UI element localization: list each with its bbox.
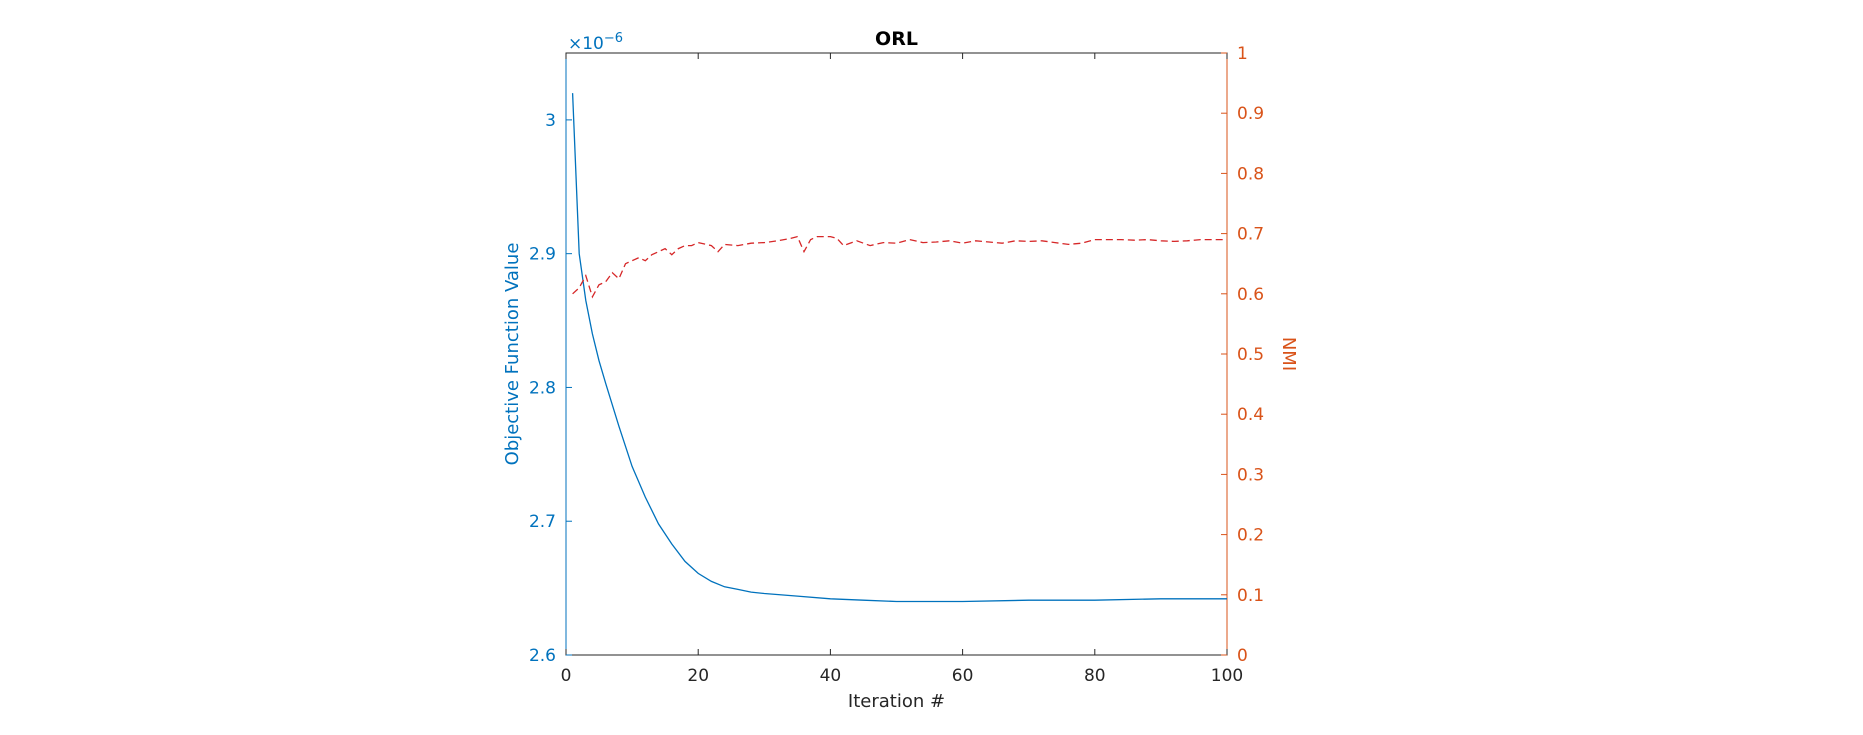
y-right-tick-label: 0.5: [1237, 345, 1264, 365]
y-right-tick-label: 0.3: [1237, 465, 1264, 485]
y-right-tick-label: 0.6: [1237, 285, 1264, 305]
exponent-base: ×10: [568, 34, 604, 54]
y-right-tick-label: 0.8: [1237, 164, 1264, 184]
x-tick-label: 60: [952, 666, 974, 686]
x-tick-label: 20: [687, 666, 709, 686]
y-right-tick-label: 0.9: [1237, 104, 1264, 124]
y-left-tick-label: 2.7: [529, 512, 556, 532]
chart-title: ORL: [875, 28, 918, 50]
y-left-tick-label: 2.6: [529, 646, 556, 666]
x-axis-label: Iteration #: [848, 691, 945, 712]
x-tick-label: 40: [820, 666, 842, 686]
y-left-tick-label: 3: [545, 111, 556, 131]
exponent-power: −6: [604, 31, 623, 46]
y-axis-left-label: Objective Function Value: [502, 243, 523, 466]
x-tick-label: 0: [561, 666, 572, 686]
y-right-tick-label: 0.4: [1237, 405, 1264, 425]
plot-area: [565, 52, 1228, 656]
x-tick-label: 80: [1084, 666, 1106, 686]
objective-series-line: [571, 93, 1227, 603]
y-axis-right: 0 0.1 0.2 0.3 0.4 0.5 0.6 0.7 0.8 0.9 1: [1221, 44, 1264, 666]
nmi-series-line: [572, 235, 1227, 299]
y-right-tick-label: 1: [1237, 44, 1248, 64]
x-axis: 0 20 40 60 80 100: [561, 53, 1243, 686]
plot-frame: [565, 52, 1228, 656]
x-tick-label: 100: [1211, 666, 1243, 686]
y-axis-right-label: NMI: [1278, 337, 1299, 371]
y-axis-left-exponent: ×10−6: [568, 31, 623, 54]
y-right-tick-label: 0.1: [1237, 586, 1264, 606]
y-right-tick-label: 0.2: [1237, 526, 1264, 546]
series-layer: [571, 93, 1227, 603]
y-axis-left: 2.6 2.7 2.8 2.9 3: [529, 111, 572, 666]
y-left-tick-label: 2.9: [529, 245, 556, 265]
y-right-tick-label: 0: [1237, 646, 1248, 666]
y-left-tick-label: 2.8: [529, 378, 556, 398]
y-right-tick-label: 0.7: [1237, 225, 1264, 245]
